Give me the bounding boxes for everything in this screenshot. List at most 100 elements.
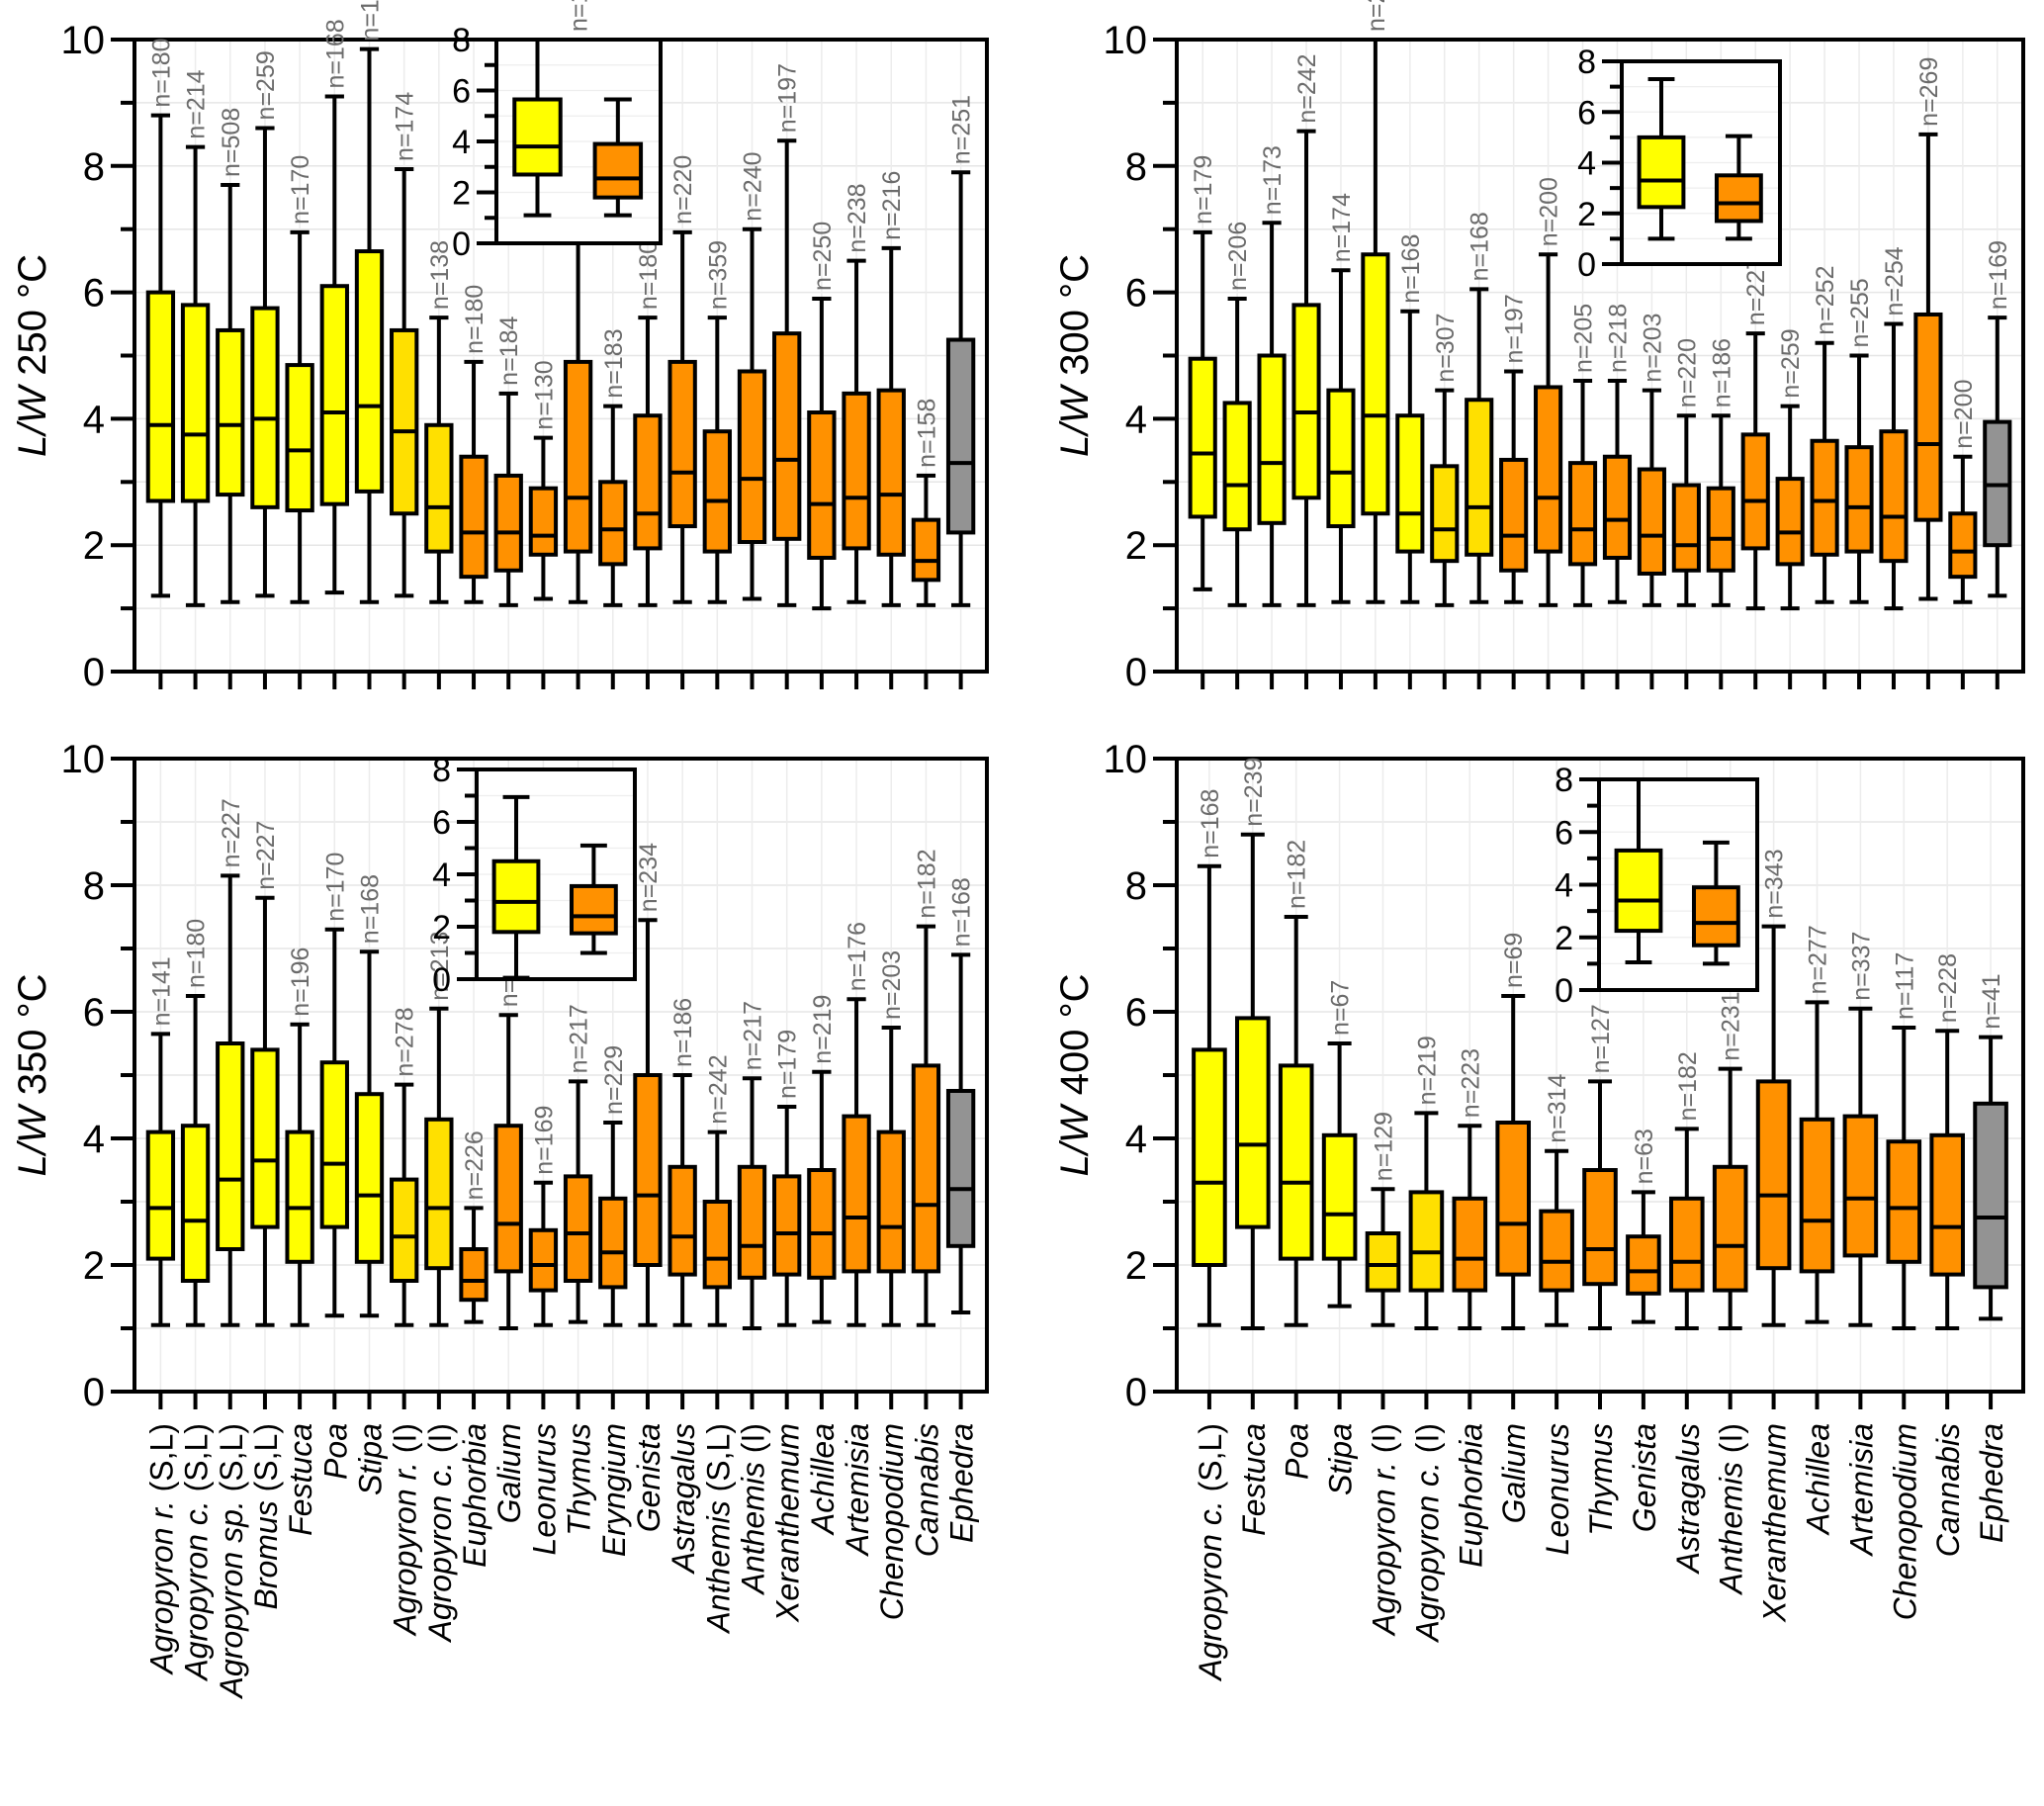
y-tick-label: 2	[1125, 1244, 1147, 1288]
box-iqr	[216, 327, 245, 497]
n-label: n=180	[635, 240, 663, 310]
box-iqr	[1534, 385, 1563, 554]
category-genus: Festuca	[283, 1423, 318, 1536]
y-tick-label: 10	[61, 738, 106, 781]
category-genus: Galium	[491, 1423, 527, 1523]
box-iqr	[945, 1089, 976, 1248]
category-genus: Stipa	[1323, 1423, 1359, 1495]
box-16: n=359	[702, 240, 732, 604]
box-21: n=216	[876, 171, 906, 607]
box-23: n=251	[945, 95, 976, 607]
category-genus: Agropyron r.	[388, 1462, 423, 1637]
n-label: n=168	[1197, 789, 1224, 858]
box-iqr	[390, 327, 419, 516]
category-suffix: (I)	[1409, 1423, 1445, 1462]
box-11: n=205	[1567, 304, 1598, 607]
box-iqr	[424, 1117, 454, 1271]
n-label: n=214	[183, 69, 211, 138]
n-label: n=343	[1761, 849, 1789, 918]
box-10: n=63	[1626, 1129, 1661, 1324]
box-iqr	[1452, 1196, 1488, 1293]
box-iqr	[1235, 1016, 1271, 1229]
x-category-label: Xeranthemum	[770, 1423, 806, 1623]
box-2: n=508	[216, 108, 245, 604]
box-iqr	[876, 1129, 906, 1274]
x-category-label: Xeranthemum	[1757, 1423, 1793, 1623]
box-17: n=217	[737, 1001, 767, 1330]
inset-y-tick-label: 4	[432, 857, 451, 894]
box-8: n=213	[424, 932, 454, 1327]
n-label: n=239	[1240, 758, 1268, 827]
x-category-label: Poa	[317, 1423, 353, 1480]
n-label: n=184	[495, 316, 523, 386]
box-1: n=180	[180, 919, 211, 1327]
box-iqr	[216, 1041, 245, 1251]
box-6: n=166	[354, 0, 384, 604]
box-iqr	[1637, 467, 1666, 576]
x-category-label: Cannabis	[1930, 1423, 1966, 1557]
n-label: n=180	[147, 38, 175, 107]
box-12: n=218	[1602, 304, 1632, 604]
box-2: n=227	[216, 798, 245, 1327]
x-category-label: Galium	[491, 1423, 527, 1523]
n-label: n=170	[321, 853, 349, 922]
n-label: n=229	[600, 1045, 628, 1115]
box-iqr	[1671, 483, 1701, 573]
category-genus: Agropyron sp.	[214, 1500, 249, 1699]
n-label: n=277	[1804, 925, 1831, 994]
n-label: n=63	[1631, 1129, 1658, 1184]
x-category-label: Euphorbia	[1453, 1423, 1488, 1568]
n-label: n=203	[1639, 313, 1666, 382]
category-genus: Achillea	[805, 1423, 841, 1536]
n-label: n=130	[530, 360, 558, 429]
category-suffix: (S,L)	[143, 1423, 179, 1500]
box-iqr	[1973, 1101, 2008, 1290]
box-0: n=168	[1192, 789, 1227, 1327]
n-label: n=174	[392, 92, 419, 161]
box-iqr	[598, 480, 628, 567]
box-17: n=228	[1929, 953, 1965, 1330]
inset-box-0	[512, 40, 563, 218]
box-17: n=240	[737, 151, 767, 601]
box-iqr	[1582, 1168, 1618, 1287]
x-category-label: Agropyron c. (I)	[422, 1423, 458, 1644]
box-1: n=214	[180, 69, 211, 607]
n-label: n=127	[1587, 1004, 1615, 1073]
box-4: n=196	[285, 948, 314, 1327]
box-5: n=170	[319, 853, 349, 1318]
box-22: n=182	[911, 849, 941, 1327]
box-5: n=168	[319, 19, 349, 595]
n-label: n=220	[1673, 338, 1701, 407]
y-tick-label: 10	[1104, 738, 1148, 781]
y-tick-label: 2	[1125, 524, 1147, 568]
n-label: n=166	[356, 0, 384, 42]
y-tick-label: 0	[83, 651, 105, 694]
x-category-label: Poa	[1280, 1423, 1315, 1480]
category-genus: Thymus	[562, 1423, 597, 1536]
box-3: n=67	[1321, 980, 1358, 1309]
box-20: n=176	[842, 922, 871, 1327]
box-iqr	[911, 1063, 941, 1274]
box-15: n=337	[1842, 932, 1879, 1327]
box-iqr	[1886, 1139, 1922, 1264]
n-label: n=200	[1536, 177, 1563, 246]
box-iqr	[667, 359, 697, 529]
box-iqr	[1539, 1209, 1574, 1293]
y-tick-label: 2	[83, 1244, 105, 1288]
box-0: n=179	[1188, 155, 1217, 591]
box-iqr	[459, 454, 489, 580]
n-label: n=173	[1259, 145, 1287, 215]
box-iqr	[1465, 398, 1494, 557]
x-category-label: Astragalus	[1670, 1423, 1706, 1575]
y-axis-label-unit: 350 °C	[11, 974, 54, 1107]
box-iqr	[145, 1129, 176, 1261]
box-iqr	[1361, 252, 1390, 516]
inset-box-iqr	[1715, 173, 1763, 224]
inset-box-1	[1692, 840, 1740, 966]
inset-box-iqr	[1614, 848, 1663, 934]
box-iqr	[1948, 511, 1978, 580]
box-8: n=138	[424, 240, 454, 604]
inset-y-tick-label: 6	[452, 73, 471, 111]
y-tick-label: 10	[61, 19, 106, 62]
x-category-label: Leonurus	[1540, 1423, 1575, 1555]
